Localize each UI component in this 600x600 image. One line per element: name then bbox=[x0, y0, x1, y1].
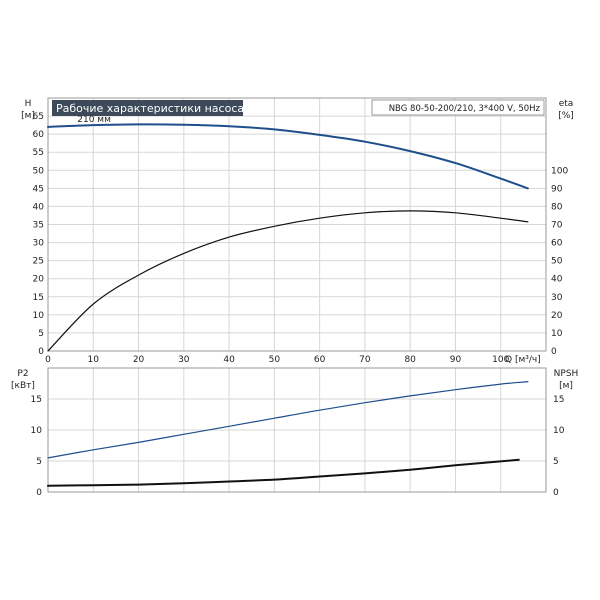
y-left-label-top: H bbox=[25, 99, 32, 109]
top-x-tick-label: 10 bbox=[88, 355, 100, 365]
top-chart-frame bbox=[47, 97, 547, 352]
top-chart-grid bbox=[47, 98, 546, 352]
top-y-right-tick-label: 50 bbox=[551, 257, 563, 267]
bottom-chart-ticks: 0 5 10 15 0 5 10 15 bbox=[31, 395, 565, 498]
y-left-label-bottom: P2 bbox=[17, 369, 28, 379]
top-y-left-tick-label: 65 bbox=[33, 112, 44, 122]
top-y-right-tick-label: 10 bbox=[551, 329, 563, 339]
top-x-tick-label: 100 bbox=[492, 355, 509, 365]
bottom-y-right-tick-label: 0 bbox=[553, 488, 559, 498]
bottom-y-left-tick-label: 5 bbox=[36, 457, 42, 467]
bottom-y-right-tick-label: 5 bbox=[553, 457, 559, 467]
model-box bbox=[371, 99, 545, 116]
top-y-left-tick-label: 35 bbox=[33, 221, 44, 231]
top-x-tick-label: 90 bbox=[450, 355, 462, 365]
top-x-tick-label: 70 bbox=[359, 355, 371, 365]
top-y-left-tick-label: 60 bbox=[33, 130, 45, 140]
y-right-unit-bottom: [м] bbox=[559, 381, 573, 391]
bottom-y-left-tick-label: 15 bbox=[31, 395, 42, 405]
top-y-right-tick-label: 90 bbox=[551, 184, 563, 194]
top-x-tick-label: 50 bbox=[269, 355, 281, 365]
top-y-right-tick-label: 40 bbox=[551, 275, 563, 285]
top-x-tick-label: 40 bbox=[223, 355, 235, 365]
bottom-y-right-tick-label: 15 bbox=[553, 395, 564, 405]
top-chart-ticks: 0 10 20 30 40 50 60 70 80 90 100051015202530354045… bbox=[33, 112, 569, 365]
y-right-unit-top: [%] bbox=[558, 111, 574, 121]
chart-title: Рабочие характеристики насоса bbox=[56, 102, 244, 115]
efficiency-curve bbox=[47, 210, 529, 352]
top-y-right-tick-label: 70 bbox=[551, 221, 563, 231]
top-y-left-tick-label: 50 bbox=[33, 166, 45, 176]
top-y-left-tick-label: 10 bbox=[33, 311, 45, 321]
top-y-left-tick-label: 25 bbox=[33, 257, 44, 267]
top-x-tick-label: 20 bbox=[133, 355, 145, 365]
top-y-right-tick-label: 20 bbox=[551, 311, 563, 321]
model-label: NBG 80-50-200/210, 3*400 V, 50Hz bbox=[389, 104, 541, 114]
top-x-tick-label: 80 bbox=[404, 355, 416, 365]
top-y-right-tick-label: 80 bbox=[551, 202, 563, 212]
x-axis-label: Q [м³/ч] bbox=[505, 355, 541, 365]
npsh-curve bbox=[47, 458, 520, 487]
top-y-right-tick-label: 0 bbox=[551, 347, 557, 357]
y-left-unit-top: [м] bbox=[21, 111, 35, 121]
head-curve bbox=[47, 123, 529, 190]
title-box bbox=[52, 100, 243, 116]
top-y-left-tick-label: 5 bbox=[38, 329, 44, 339]
bottom-chart-frame bbox=[47, 367, 547, 493]
top-y-left-tick-label: 40 bbox=[33, 202, 45, 212]
top-y-right-tick-label: 60 bbox=[551, 239, 563, 249]
y-left-unit-bottom: [кВт] bbox=[11, 381, 35, 391]
power-curve bbox=[47, 381, 529, 459]
top-y-left-tick-label: 30 bbox=[33, 239, 45, 249]
top-x-tick-label: 0 bbox=[45, 355, 51, 365]
bottom-chart-grid bbox=[48, 368, 546, 493]
bottom-y-right-tick-label: 10 bbox=[553, 426, 565, 436]
top-y-right-tick-label: 30 bbox=[551, 293, 563, 303]
top-y-left-tick-label: 15 bbox=[33, 293, 44, 303]
top-y-left-tick-label: 55 bbox=[33, 148, 44, 158]
bottom-y-left-tick-label: 0 bbox=[36, 488, 42, 498]
y-right-label-bottom: NPSH bbox=[554, 369, 579, 379]
top-y-right-tick-label: 100 bbox=[551, 166, 568, 176]
top-x-tick-label: 30 bbox=[178, 355, 190, 365]
top-x-tick-label: 60 bbox=[314, 355, 326, 365]
top-y-left-tick-label: 0 bbox=[38, 347, 44, 357]
impeller-diameter-annotation: 210 мм bbox=[77, 115, 111, 125]
top-y-left-tick-label: 45 bbox=[33, 184, 44, 194]
chart-series-layer bbox=[47, 123, 529, 487]
y-right-label-top: eta bbox=[559, 99, 574, 109]
bottom-y-left-tick-label: 10 bbox=[31, 426, 43, 436]
top-y-left-tick-label: 20 bbox=[33, 275, 45, 285]
